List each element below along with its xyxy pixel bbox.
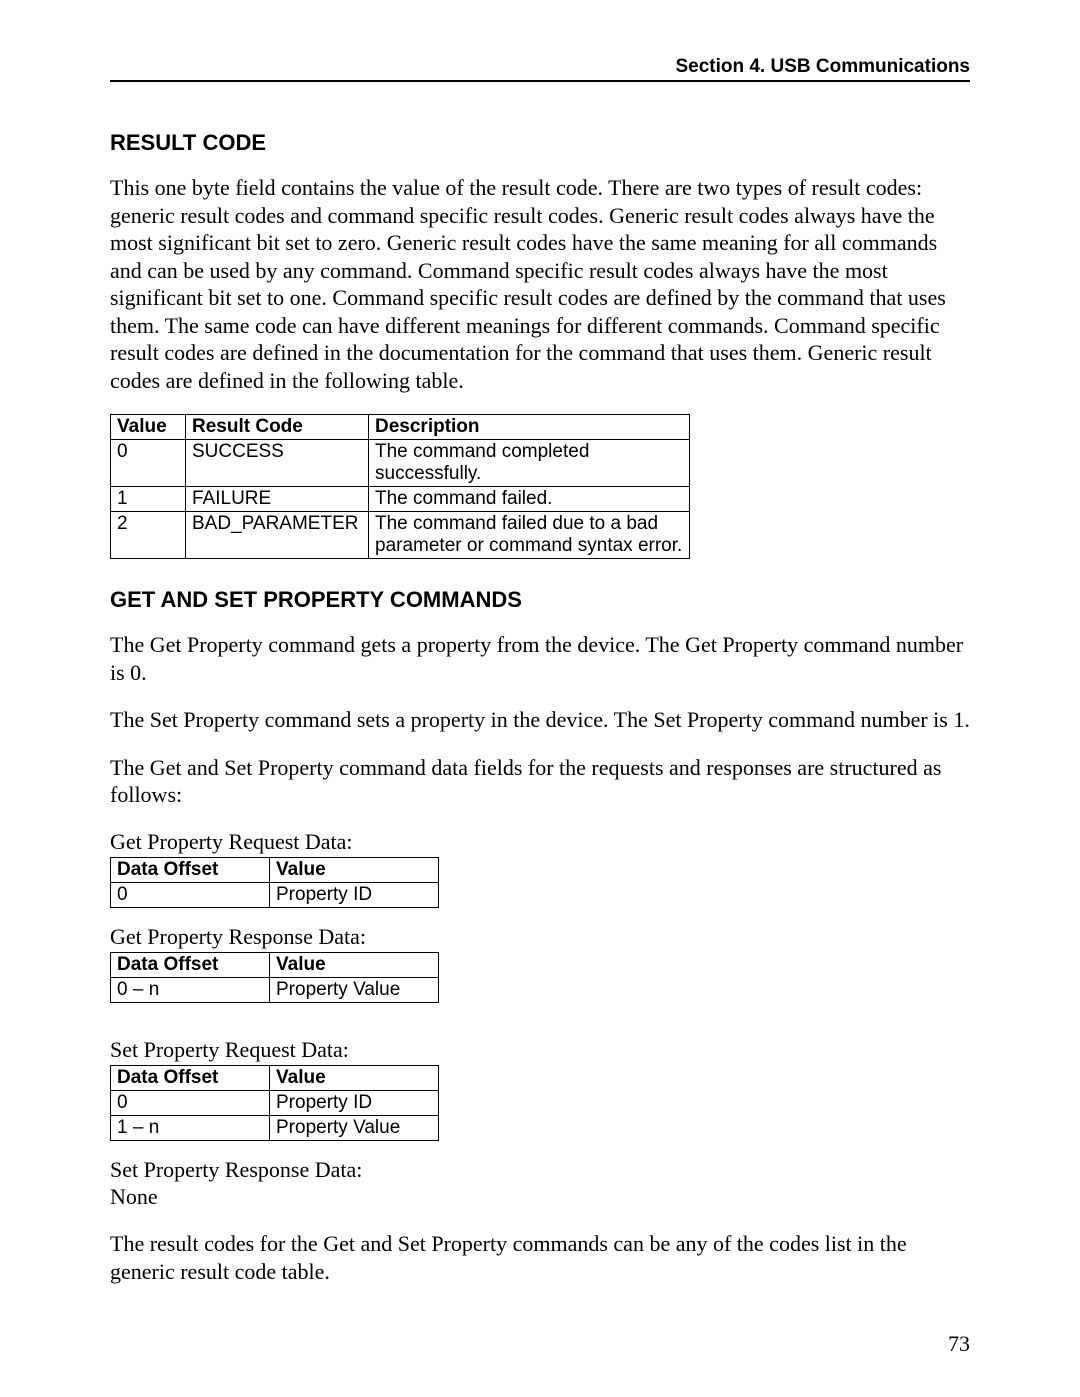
cell: Property ID: [270, 882, 439, 907]
paragraph: The Get Property command gets a property…: [110, 631, 970, 686]
paragraph-result-code: This one byte field contains the value o…: [110, 174, 970, 394]
label-get-response: Get Property Response Data:: [110, 924, 970, 950]
label-get-request: Get Property Request Data:: [110, 829, 970, 855]
table-get-response: Data Offset Value 0 – n Property Value: [110, 952, 439, 1003]
cell: 0: [111, 882, 270, 907]
table-row: 0 Property ID: [111, 882, 439, 907]
section-title-get-set: GET AND SET PROPERTY COMMANDS: [110, 587, 970, 613]
cell: BAD_PARAMETER: [186, 512, 369, 559]
table-header: Data Offset: [111, 857, 270, 882]
label-set-response: Set Property Response Data:: [110, 1157, 970, 1183]
cell: 0: [111, 440, 186, 487]
cell: 1: [111, 487, 186, 512]
table-row: 2 BAD_PARAMETER The command failed due t…: [111, 512, 690, 559]
table-header: Value: [270, 1065, 439, 1090]
page-header: Section 4. USB Communications: [110, 56, 970, 82]
table-row: 0 SUCCESS The command completed successf…: [111, 440, 690, 487]
cell: SUCCESS: [186, 440, 369, 487]
cell: 1 – n: [111, 1115, 270, 1140]
paragraph: The Get and Set Property command data fi…: [110, 754, 970, 809]
table-header: Data Offset: [111, 1065, 270, 1090]
table-row: 0 – n Property Value: [111, 977, 439, 1002]
cell: Property Value: [270, 1115, 439, 1140]
table-set-request: Data Offset Value 0 Property ID 1 – n Pr…: [110, 1065, 439, 1141]
cell: The command failed due to a bad paramete…: [369, 512, 690, 559]
page: Section 4. USB Communications RESULT COD…: [0, 0, 1080, 1397]
table-header: Description: [369, 415, 690, 440]
table-header: Value: [270, 857, 439, 882]
cell: 0: [111, 1090, 270, 1115]
table-row: 1 FAILURE The command failed.: [111, 487, 690, 512]
cell: Property ID: [270, 1090, 439, 1115]
table-header: Value: [111, 415, 186, 440]
table-result-codes: Value Result Code Description 0 SUCCESS …: [110, 414, 690, 559]
cell: Property Value: [270, 977, 439, 1002]
table-row: 1 – n Property Value: [111, 1115, 439, 1140]
label-set-response-none: None: [110, 1183, 970, 1211]
page-number: 73: [948, 1331, 970, 1357]
cell: The command failed.: [369, 487, 690, 512]
paragraph: The result codes for the Get and Set Pro…: [110, 1230, 970, 1285]
cell: FAILURE: [186, 487, 369, 512]
label-set-request: Set Property Request Data:: [110, 1037, 970, 1063]
cell: The command completed successfully.: [369, 440, 690, 487]
paragraph: The Set Property command sets a property…: [110, 706, 970, 734]
section-title-result-code: RESULT CODE: [110, 130, 970, 156]
cell: 2: [111, 512, 186, 559]
table-header: Data Offset: [111, 952, 270, 977]
table-row: 0 Property ID: [111, 1090, 439, 1115]
table-get-request: Data Offset Value 0 Property ID: [110, 857, 439, 908]
table-header: Result Code: [186, 415, 369, 440]
cell: 0 – n: [111, 977, 270, 1002]
table-header: Value: [270, 952, 439, 977]
